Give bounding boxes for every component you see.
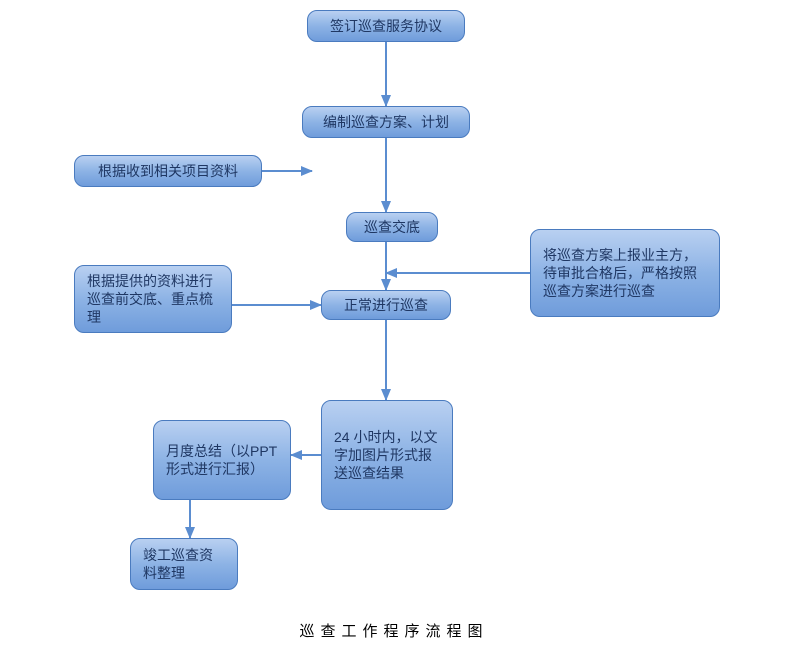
flow-node-label: 将巡查方案上报业主方，待审批合格后，严格按照巡查方案进行巡查 <box>543 246 707 301</box>
flow-node-label: 根据提供的资料进行巡查前交底、重点梳理 <box>87 272 219 327</box>
flow-node-n8: 24 小时内，以文字加图片形式报送巡查结果 <box>321 400 453 510</box>
diagram-caption: 巡查工作程序流程图 <box>244 620 544 641</box>
flow-node-label: 24 小时内，以文字加图片形式报送巡查结果 <box>334 428 440 483</box>
flow-node-label: 根据收到相关项目资料 <box>98 162 238 180</box>
flow-node-label: 签订巡查服务协议 <box>330 17 442 35</box>
flow-node-label: 月度总结（以PPT 形式进行汇报） <box>166 442 278 478</box>
flow-node-n2: 编制巡查方案、计划 <box>302 106 470 138</box>
flow-node-n7: 正常进行巡查 <box>321 290 451 320</box>
flow-node-label: 竣工巡查资料整理 <box>143 546 225 582</box>
flow-node-n4: 巡查交底 <box>346 212 438 242</box>
flow-node-label: 巡查交底 <box>364 218 420 236</box>
flow-node-label: 正常进行巡查 <box>344 296 428 314</box>
flow-node-n10: 竣工巡查资料整理 <box>130 538 238 590</box>
flow-node-n3: 根据收到相关项目资料 <box>74 155 262 187</box>
flow-node-n9: 月度总结（以PPT 形式进行汇报） <box>153 420 291 500</box>
flowchart-canvas: 巡查工作程序流程图 签订巡查服务协议编制巡查方案、计划根据收到相关项目资料巡查交… <box>0 0 797 655</box>
flow-node-n6: 根据提供的资料进行巡查前交底、重点梳理 <box>74 265 232 333</box>
flow-node-n5: 将巡查方案上报业主方，待审批合格后，严格按照巡查方案进行巡查 <box>530 229 720 317</box>
flow-node-n1: 签订巡查服务协议 <box>307 10 465 42</box>
flow-node-label: 编制巡查方案、计划 <box>323 113 449 131</box>
